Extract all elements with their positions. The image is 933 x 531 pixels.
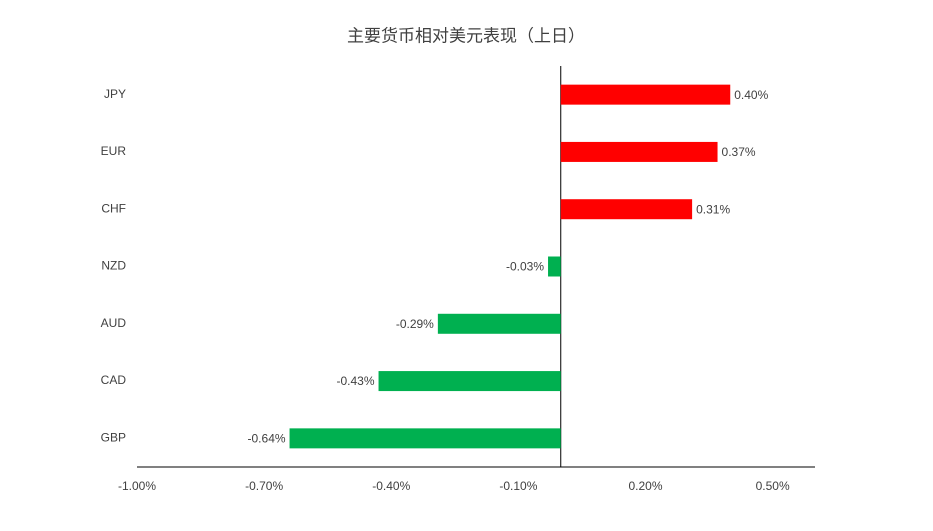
y-tick-label: CAD xyxy=(101,373,127,387)
y-tick-label: EUR xyxy=(101,144,127,158)
x-tick-label: 0.20% xyxy=(628,479,662,493)
y-tick-label: JPY xyxy=(104,87,126,101)
value-label: -0.29% xyxy=(396,317,434,331)
bar xyxy=(289,428,561,449)
y-tick-label: AUD xyxy=(101,316,127,330)
value-label: -0.03% xyxy=(506,260,544,274)
bar xyxy=(437,313,561,334)
value-label: -0.43% xyxy=(337,374,375,388)
y-tick-label: GBP xyxy=(101,431,126,445)
bar xyxy=(560,199,693,220)
x-tick-label: 0.50% xyxy=(756,479,790,493)
bar xyxy=(560,141,718,162)
x-tick-label: -0.40% xyxy=(372,479,410,493)
x-tick-label: -1.00% xyxy=(118,479,156,493)
value-label: 0.31% xyxy=(696,202,730,216)
bar xyxy=(560,84,731,105)
value-label: 0.37% xyxy=(722,145,756,159)
bar xyxy=(378,371,561,392)
x-tick-label: -0.10% xyxy=(499,479,537,493)
bar xyxy=(548,256,561,277)
value-label: 0.40% xyxy=(734,88,768,102)
y-tick-label: CHF xyxy=(101,201,126,215)
value-label: -0.64% xyxy=(248,432,286,446)
y-tick-label: NZD xyxy=(101,259,126,273)
chart-title: 主要货币相对美元表现（上日） xyxy=(347,26,585,45)
x-tick-label: -0.70% xyxy=(245,479,283,493)
